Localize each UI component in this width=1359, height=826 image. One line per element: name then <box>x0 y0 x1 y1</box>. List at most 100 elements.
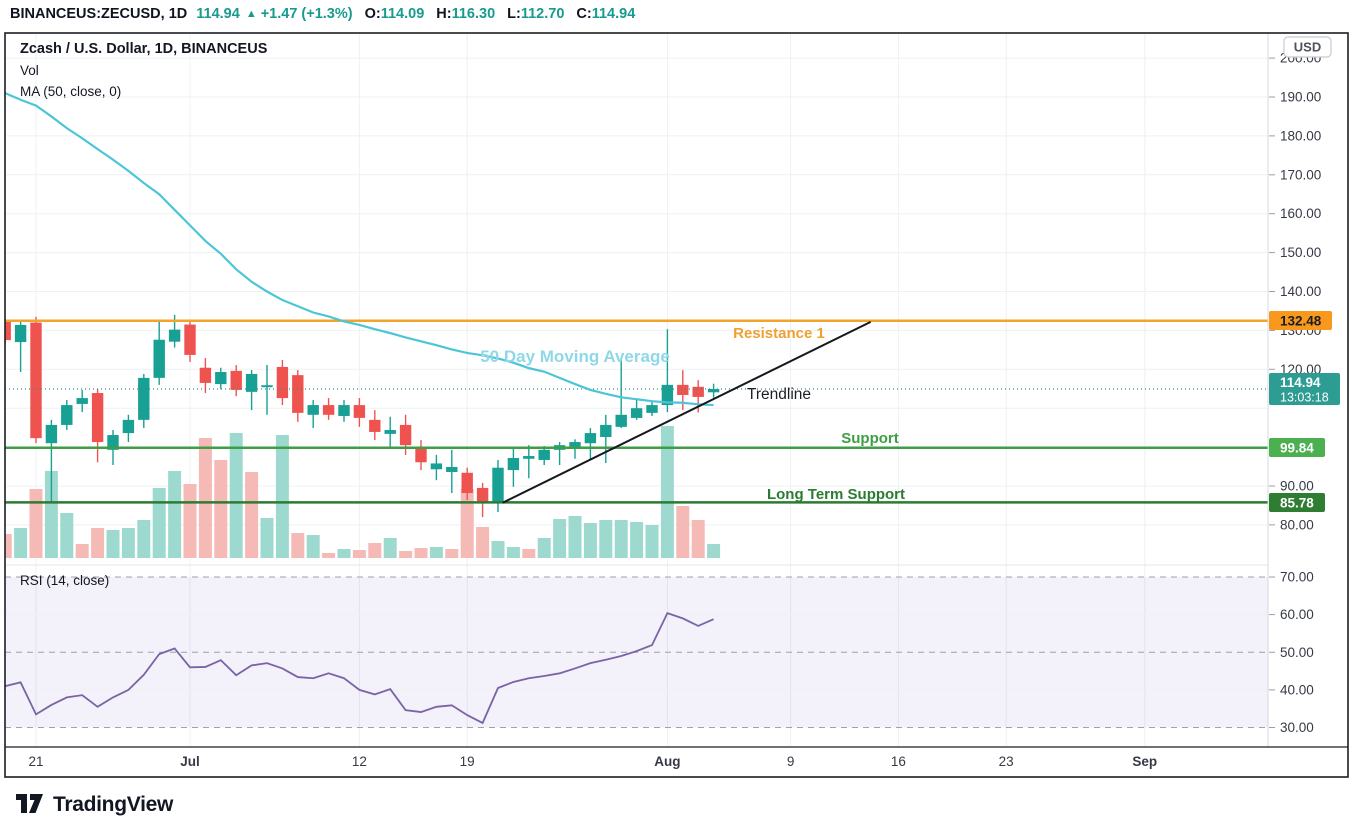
candle-body <box>245 373 258 392</box>
price-tick-label: 160.00 <box>1280 206 1321 221</box>
open-value: 114.09 <box>380 6 425 22</box>
volume-bar <box>60 513 74 558</box>
time-tick-label: Jul <box>180 754 200 769</box>
candle-body <box>307 405 319 415</box>
candle-body <box>276 366 289 399</box>
volume-bar <box>691 520 705 558</box>
volume-bar <box>91 528 105 558</box>
time-tick-label: 16 <box>891 754 906 769</box>
chart-title[interactable]: Zcash / U.S. Dollar, 1D, BINANCEUS <box>20 41 268 57</box>
resistance-annotation[interactable]: Resistance 1 <box>733 325 825 342</box>
currency-toggle[interactable]: USD <box>1283 36 1332 58</box>
volume-bar <box>460 489 474 558</box>
volume-bar <box>306 535 320 558</box>
volume-bar <box>583 523 597 558</box>
candle-body <box>230 370 242 390</box>
candle-body <box>692 386 704 397</box>
candle-body <box>261 385 273 388</box>
time-tick-label: 21 <box>28 754 43 769</box>
volume-bar <box>614 520 628 558</box>
volume-bar <box>245 472 259 558</box>
rsi-line[interactable] <box>5 612 714 725</box>
time-tick-label: 9 <box>787 754 795 769</box>
ma-indicator-label[interactable]: MA (50, close, 0) <box>20 84 121 99</box>
candle-body <box>538 449 550 460</box>
time-tick-label: Sep <box>1132 754 1157 769</box>
price-tick-label: 140.00 <box>1280 284 1321 299</box>
candle-body <box>199 367 212 383</box>
support-annotation[interactable]: Support <box>841 430 899 447</box>
volume-bar <box>214 460 228 558</box>
volume-bar <box>522 549 536 558</box>
long-term-support-annotation[interactable]: Long Term Support <box>767 486 905 503</box>
volume-indicator-label[interactable]: Vol <box>20 63 39 78</box>
time-axis[interactable] <box>5 747 1348 777</box>
candle-body <box>584 433 597 444</box>
candle-body <box>122 419 135 434</box>
low-label: L: <box>507 6 521 22</box>
long-term-support-price-badge: 85.78 <box>1269 493 1325 512</box>
volume-bar <box>645 525 659 558</box>
volume-layer <box>5 426 721 558</box>
volume-bar <box>553 519 567 558</box>
symbol-name[interactable]: BINANCEUS:ZECUSD, 1D <box>10 6 188 22</box>
candle-body <box>446 466 458 472</box>
candle-body <box>14 324 27 343</box>
tradingview-logo[interactable]: TradingView <box>16 793 174 816</box>
candle-body <box>600 424 612 437</box>
candle-body <box>461 472 473 494</box>
low-value: 112.70 <box>520 6 565 22</box>
candle-body <box>215 372 227 385</box>
candle-body <box>45 424 58 444</box>
volume-bar <box>429 547 443 558</box>
rsi-indicator-label[interactable]: RSI (14, close) <box>20 573 109 588</box>
volume-bar <box>275 435 289 558</box>
volume-bar <box>368 543 382 558</box>
price-tick-label: 150.00 <box>1280 245 1321 260</box>
last-price-badge: 114.94 13:03:18 <box>1269 373 1340 405</box>
time-tick-label: 23 <box>999 754 1014 769</box>
ma50-line[interactable] <box>5 92 714 407</box>
candle-body <box>338 405 350 416</box>
tradingview-logo-mark-icon <box>29 794 43 813</box>
volume-bar <box>506 547 520 558</box>
volume-bar <box>414 548 428 558</box>
candle-body <box>322 405 335 415</box>
candle-body <box>138 377 150 420</box>
volume-bar <box>229 433 243 558</box>
price-axis[interactable] <box>1268 33 1348 747</box>
candle-body <box>492 467 504 503</box>
moving-average-annotation[interactable]: 50 Day Moving Average <box>480 347 670 366</box>
rsi-tick-label: 30.00 <box>1280 720 1314 735</box>
volume-bar <box>399 551 413 558</box>
long-term-support-price-value: 85.78 <box>1280 496 1314 511</box>
price-change: +1.47 (+1.3%) <box>260 6 353 22</box>
candle-body <box>30 322 42 439</box>
volume-bar <box>168 471 182 558</box>
volume-bar <box>352 550 366 558</box>
candle-body <box>507 457 520 471</box>
high-value: 116.30 <box>451 6 496 22</box>
support-price-badge: 99.84 <box>1269 438 1325 457</box>
volume-bar <box>383 538 397 558</box>
volume-bar <box>707 544 721 558</box>
volume-bar <box>291 533 305 558</box>
candle-body <box>61 405 73 425</box>
volume-bar <box>630 522 644 558</box>
rsi-tick-label: 70.00 <box>1280 570 1314 585</box>
trendline[interactable] <box>502 320 872 504</box>
volume-bar <box>75 544 89 558</box>
trendline-annotation[interactable]: Trendline <box>747 386 811 403</box>
volume-bar <box>337 549 351 558</box>
candle-body <box>415 447 427 463</box>
candle-body <box>615 414 627 427</box>
chart-plot-area[interactable] <box>5 33 1268 747</box>
candle-body <box>107 435 119 450</box>
close-label: C: <box>576 6 592 22</box>
candle-body <box>646 405 658 413</box>
resistance-price-value: 132.48 <box>1280 314 1322 329</box>
candle-body <box>184 324 196 355</box>
price-tick-label: 90.00 <box>1280 479 1314 494</box>
